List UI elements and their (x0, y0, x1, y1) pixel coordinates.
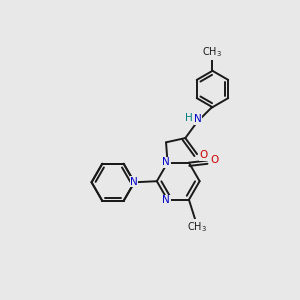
Text: O: O (200, 150, 208, 160)
Text: CH$_3$: CH$_3$ (202, 45, 223, 59)
Text: O: O (210, 155, 218, 165)
Text: N: N (163, 195, 170, 205)
Text: N: N (130, 177, 138, 187)
Text: CH$_3$: CH$_3$ (187, 220, 207, 233)
Text: H: H (185, 113, 193, 123)
Text: N: N (163, 158, 170, 167)
Text: N: N (194, 114, 202, 124)
